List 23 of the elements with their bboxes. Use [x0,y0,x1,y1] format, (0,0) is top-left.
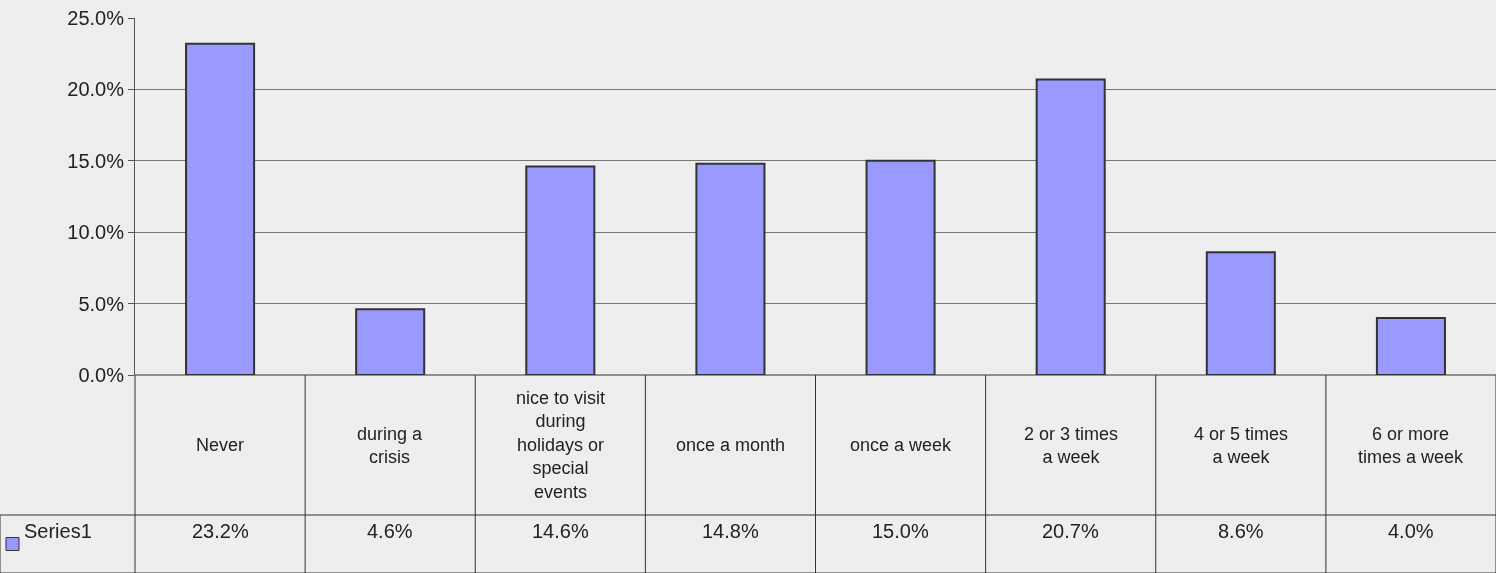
x-tick-label: 6 or more times a week [1358,424,1465,468]
y-tick-label: 0.0% [78,364,125,386]
legend-label: Series1 [24,520,92,542]
y-tick-label: 5.0% [78,292,125,315]
y-tick-label: 25.0% [67,7,125,29]
x-tick-label: once a month [676,435,786,455]
y-tick-label: 10.0% [67,221,125,244]
data-label: 14.6% [532,520,589,542]
x-tick-label: during a crisis [357,424,424,468]
x-tick-label: once a week [850,435,953,455]
x-tick-label: 2 or 3 times a week [1024,424,1119,468]
data-label: 4.0% [1388,520,1434,542]
data-label: 8.6% [1218,520,1264,542]
data-label: 23.2% [192,520,249,542]
y-tick-label: 20.0% [67,78,125,101]
data-label: 4.6% [367,520,413,542]
x-tick-label: 4 or 5 times a week [1194,424,1289,468]
y-tick-label: 15.0% [67,149,125,172]
x-tick-label: Never [196,435,245,455]
data-label: 15.0% [872,520,929,542]
data-label: 20.7% [1042,520,1099,542]
data-label: 14.8% [702,520,759,542]
x-tick-label: nice to visit during holidays or special events [516,388,606,502]
